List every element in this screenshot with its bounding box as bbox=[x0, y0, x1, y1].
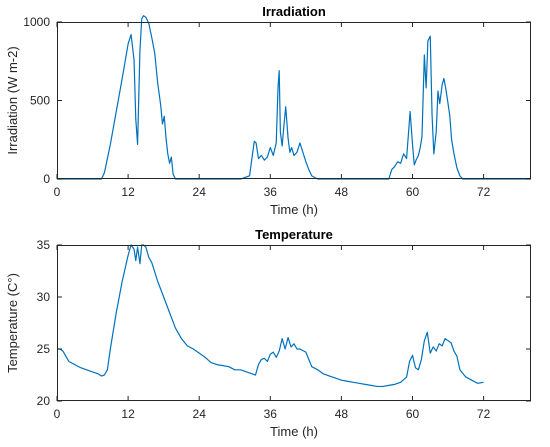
x-tick-label: 36 bbox=[264, 185, 278, 199]
x-tick-label: 12 bbox=[121, 185, 135, 199]
y-tick-label: 1000 bbox=[23, 15, 50, 29]
y-tick-label: 35 bbox=[37, 238, 51, 252]
x-tick-label: 48 bbox=[335, 407, 349, 421]
y-tick-label: 25 bbox=[37, 342, 51, 356]
plot-area bbox=[57, 22, 531, 179]
x-axis-label: Time (h) bbox=[270, 424, 318, 439]
y-axis-label: Irradiation (W m-2) bbox=[5, 46, 20, 154]
x-tick-label: 60 bbox=[406, 185, 420, 199]
y-tick-label: 30 bbox=[37, 290, 51, 304]
x-tick-label: 24 bbox=[193, 407, 207, 421]
x-tick-label: 48 bbox=[335, 185, 349, 199]
temperature-chart: 0 12 24 36 48 60 72 20 25 30 35 Temperature Time (h)… bbox=[5, 227, 531, 439]
series-line-irradiation bbox=[57, 15, 531, 180]
y-tick-label: 0 bbox=[43, 172, 50, 186]
x-tick-label: 72 bbox=[477, 407, 491, 421]
x-tick-label: 36 bbox=[264, 407, 278, 421]
x-tick-label: 0 bbox=[54, 185, 61, 199]
y-axis-label: Temperature (C°) bbox=[5, 273, 20, 373]
series-line-temperature bbox=[57, 244, 484, 388]
x-tick-label: 24 bbox=[193, 185, 207, 199]
x-tick-label: 12 bbox=[121, 407, 135, 421]
x-tick-label: 72 bbox=[477, 185, 491, 199]
x-tick-label: 0 bbox=[54, 407, 61, 421]
x-axis-label: Time (h) bbox=[270, 202, 318, 217]
plot-area bbox=[57, 245, 531, 401]
y-tick-label: 20 bbox=[37, 394, 51, 408]
irradiation-chart: 0 12 24 36 48 60 72 0 500 1000 Irradiation Time (h)… bbox=[5, 4, 531, 217]
chart-title: Temperature bbox=[255, 227, 333, 242]
x-tick-label: 60 bbox=[406, 407, 420, 421]
axes-box bbox=[57, 245, 531, 401]
y-tick-label: 500 bbox=[30, 94, 50, 108]
chart-title: Irradiation bbox=[262, 4, 326, 19]
